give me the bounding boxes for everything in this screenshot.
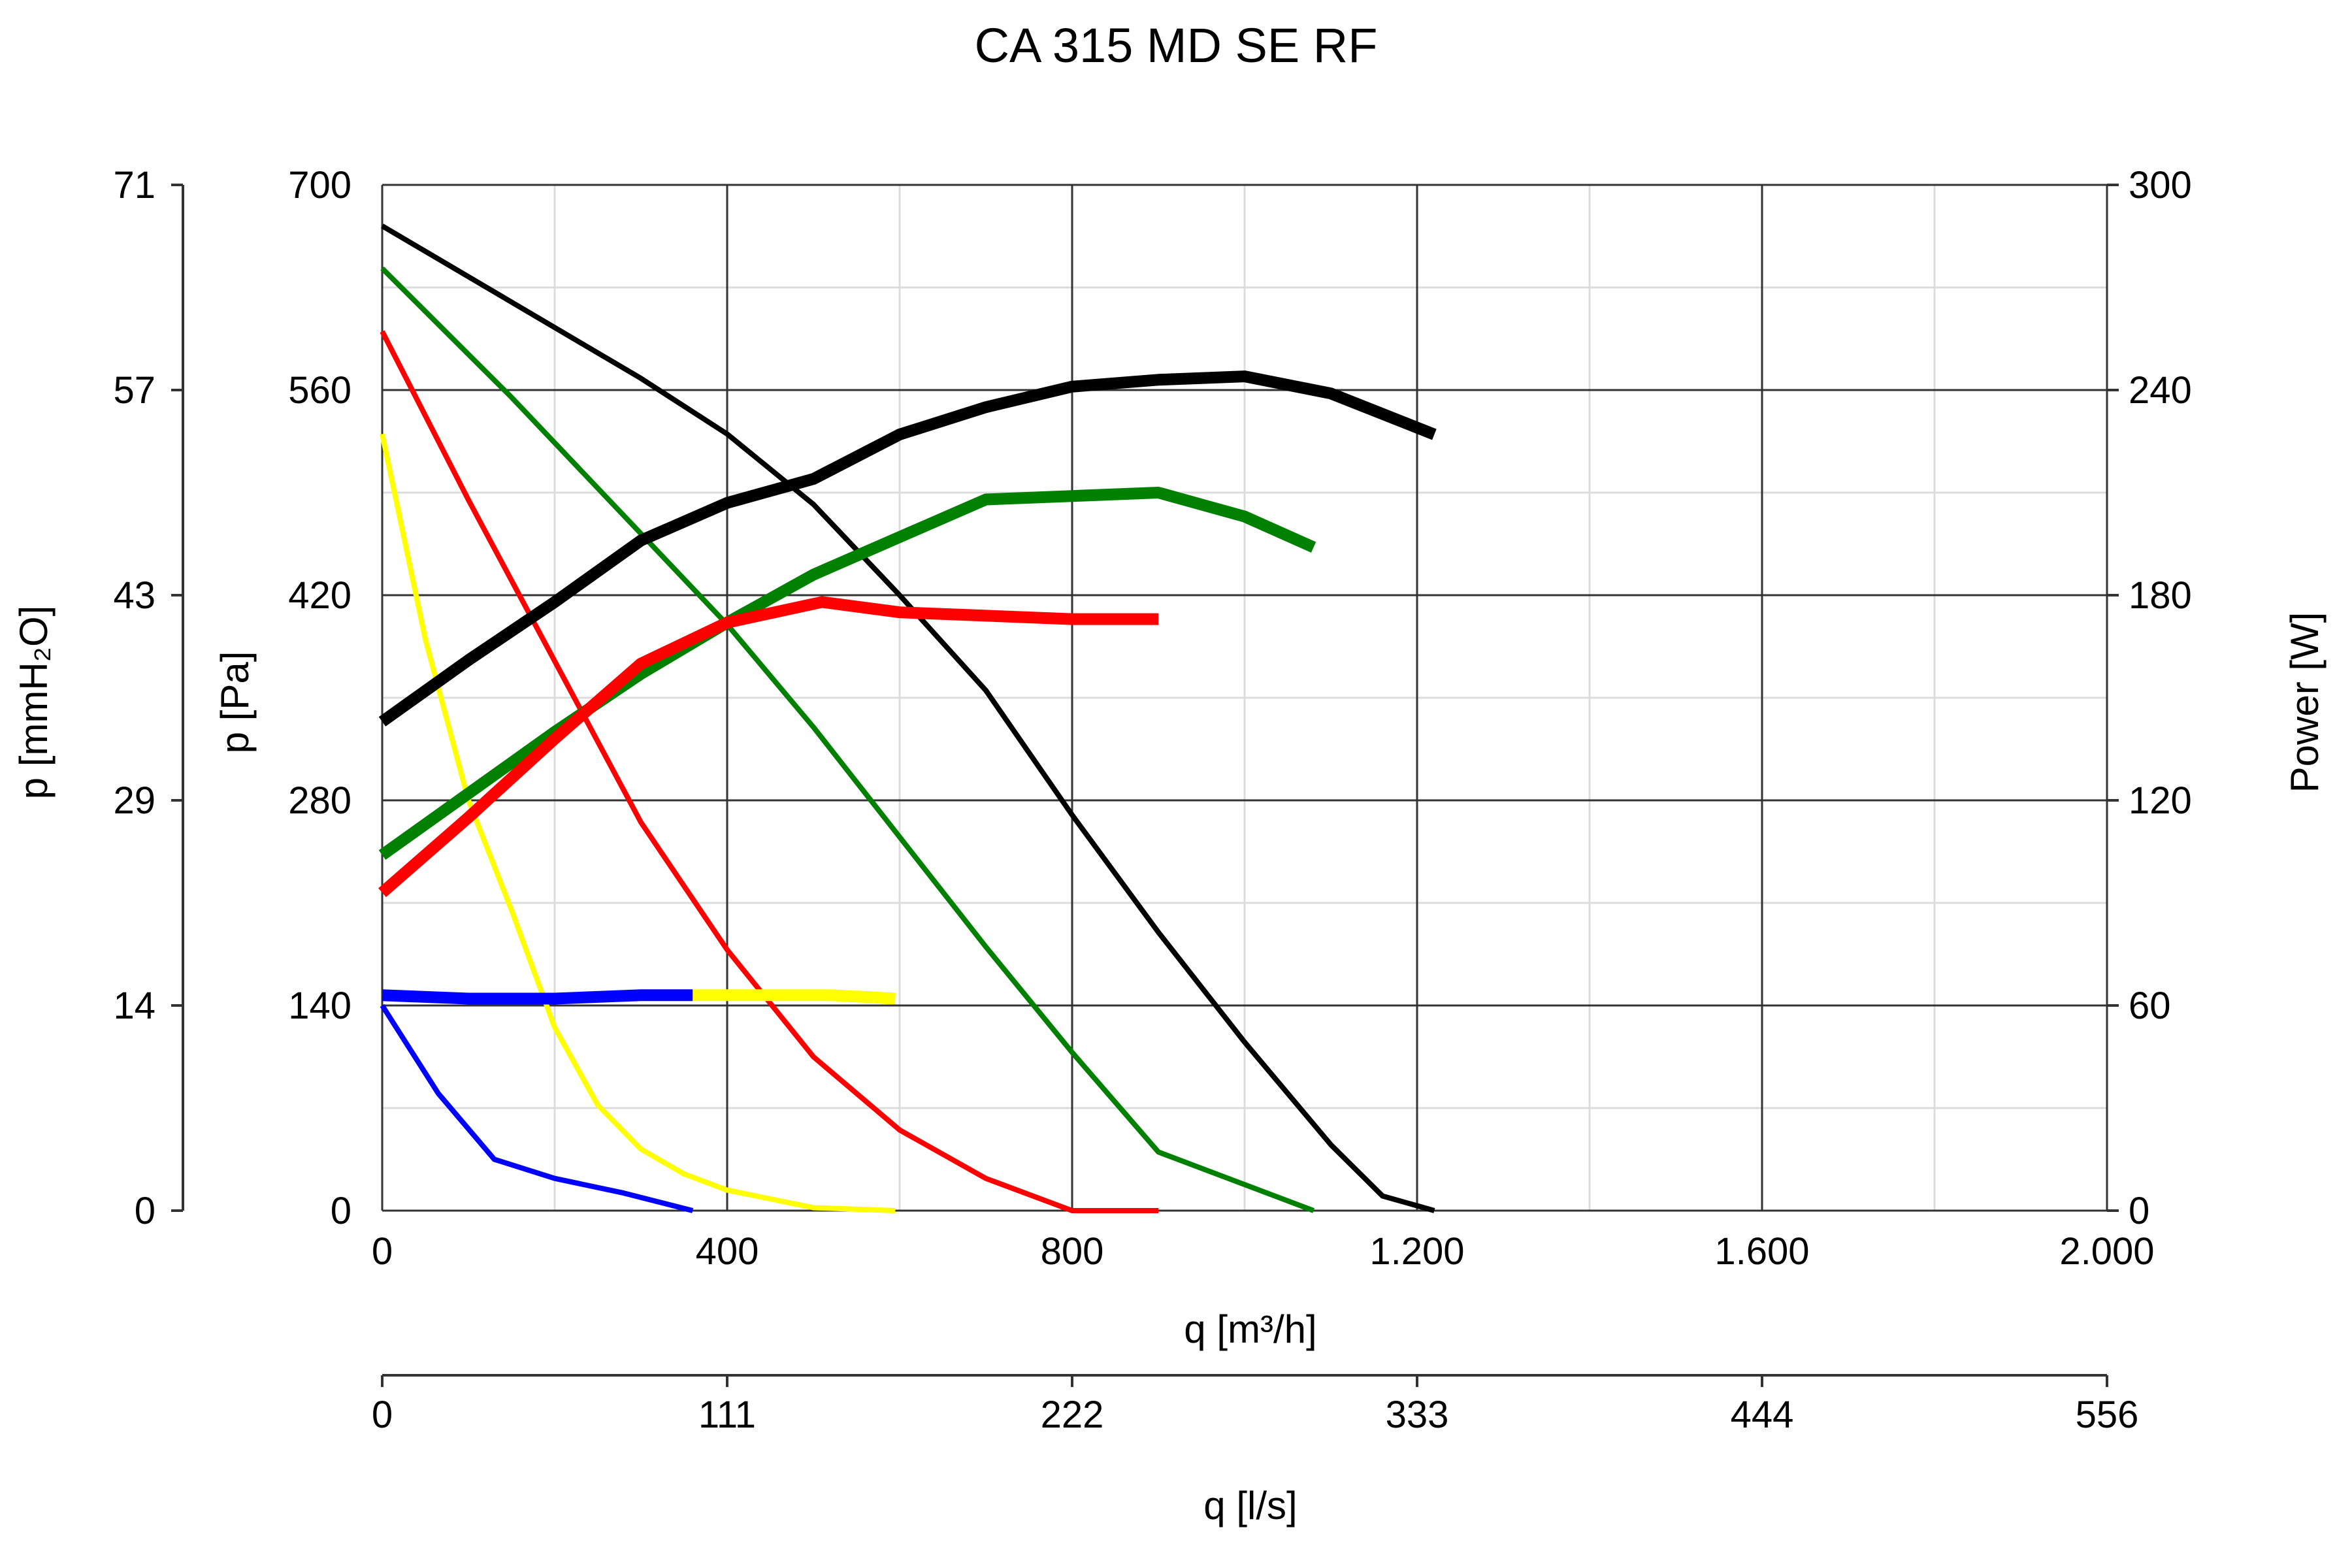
pressure-curve xyxy=(380,433,896,1213)
x-tick-label: 800 xyxy=(1041,1230,1104,1273)
y-tick-label: 560 xyxy=(288,369,351,412)
y-tick-label: 700 xyxy=(288,164,351,206)
x2-tick-label: 111 xyxy=(698,1394,756,1436)
y-far-left-tick-label: 71 xyxy=(113,164,155,206)
pressure-curve xyxy=(380,330,1158,1213)
x-tick-label: 2.000 xyxy=(2059,1230,2154,1273)
y-far-left-tick-label: 14 xyxy=(113,985,155,1027)
y2-axis-label: Power [W] xyxy=(2283,612,2327,793)
x-tick-label: 400 xyxy=(696,1230,759,1273)
y-far-left-tick-label: 57 xyxy=(113,369,155,412)
y2-tick-label: 240 xyxy=(2129,369,2192,412)
power-curve xyxy=(378,487,1316,860)
y-far-left-tick-label: 29 xyxy=(113,779,155,822)
y-far-left-axis-label: p [mmH₂O] xyxy=(12,606,56,800)
y2-tick-label: 60 xyxy=(2129,985,2171,1027)
curves xyxy=(378,223,1437,1213)
y2-tick-label: 300 xyxy=(2129,164,2192,206)
pressure-curve xyxy=(380,1004,694,1213)
y2-tick-label: 180 xyxy=(2129,574,2192,617)
y-far-left-tick-label: 43 xyxy=(113,574,155,617)
y-tick-label: 140 xyxy=(288,985,351,1027)
pressure-curve xyxy=(380,223,1435,1213)
x2-tick-label: 333 xyxy=(1386,1394,1449,1436)
power-curve xyxy=(382,989,693,1005)
y-tick-label: 420 xyxy=(288,574,351,617)
chart-title: CA 315 MD SE RF xyxy=(975,18,1378,73)
power-curve xyxy=(378,370,1437,727)
x-tick-label: 1.200 xyxy=(1369,1230,1464,1273)
x-tick-label: 0 xyxy=(372,1230,393,1273)
x2-tick-label: 222 xyxy=(1041,1394,1104,1436)
x2-tick-label: 556 xyxy=(2076,1394,2139,1436)
y-far-left-tick-label: 0 xyxy=(135,1190,155,1232)
grid-lines xyxy=(381,184,2108,1212)
axes xyxy=(171,184,2119,1387)
pressure-curve xyxy=(380,266,1315,1213)
x-tick-label: 1.600 xyxy=(1714,1230,1809,1273)
power-curve xyxy=(378,596,1158,898)
y2-tick-label: 120 xyxy=(2129,779,2192,822)
power-curve xyxy=(693,989,896,1005)
y-tick-label: 0 xyxy=(331,1190,351,1232)
x-axis-label: q [m³/h] xyxy=(1184,1307,1316,1351)
y-axis-label: p [Pa] xyxy=(213,651,257,754)
y-tick-label: 280 xyxy=(288,779,351,822)
x2-tick-label: 0 xyxy=(372,1394,393,1436)
y2-tick-label: 0 xyxy=(2129,1190,2149,1232)
x2-tick-label: 444 xyxy=(1731,1394,1794,1436)
x2-axis-label: q [l/s] xyxy=(1203,1484,1297,1527)
